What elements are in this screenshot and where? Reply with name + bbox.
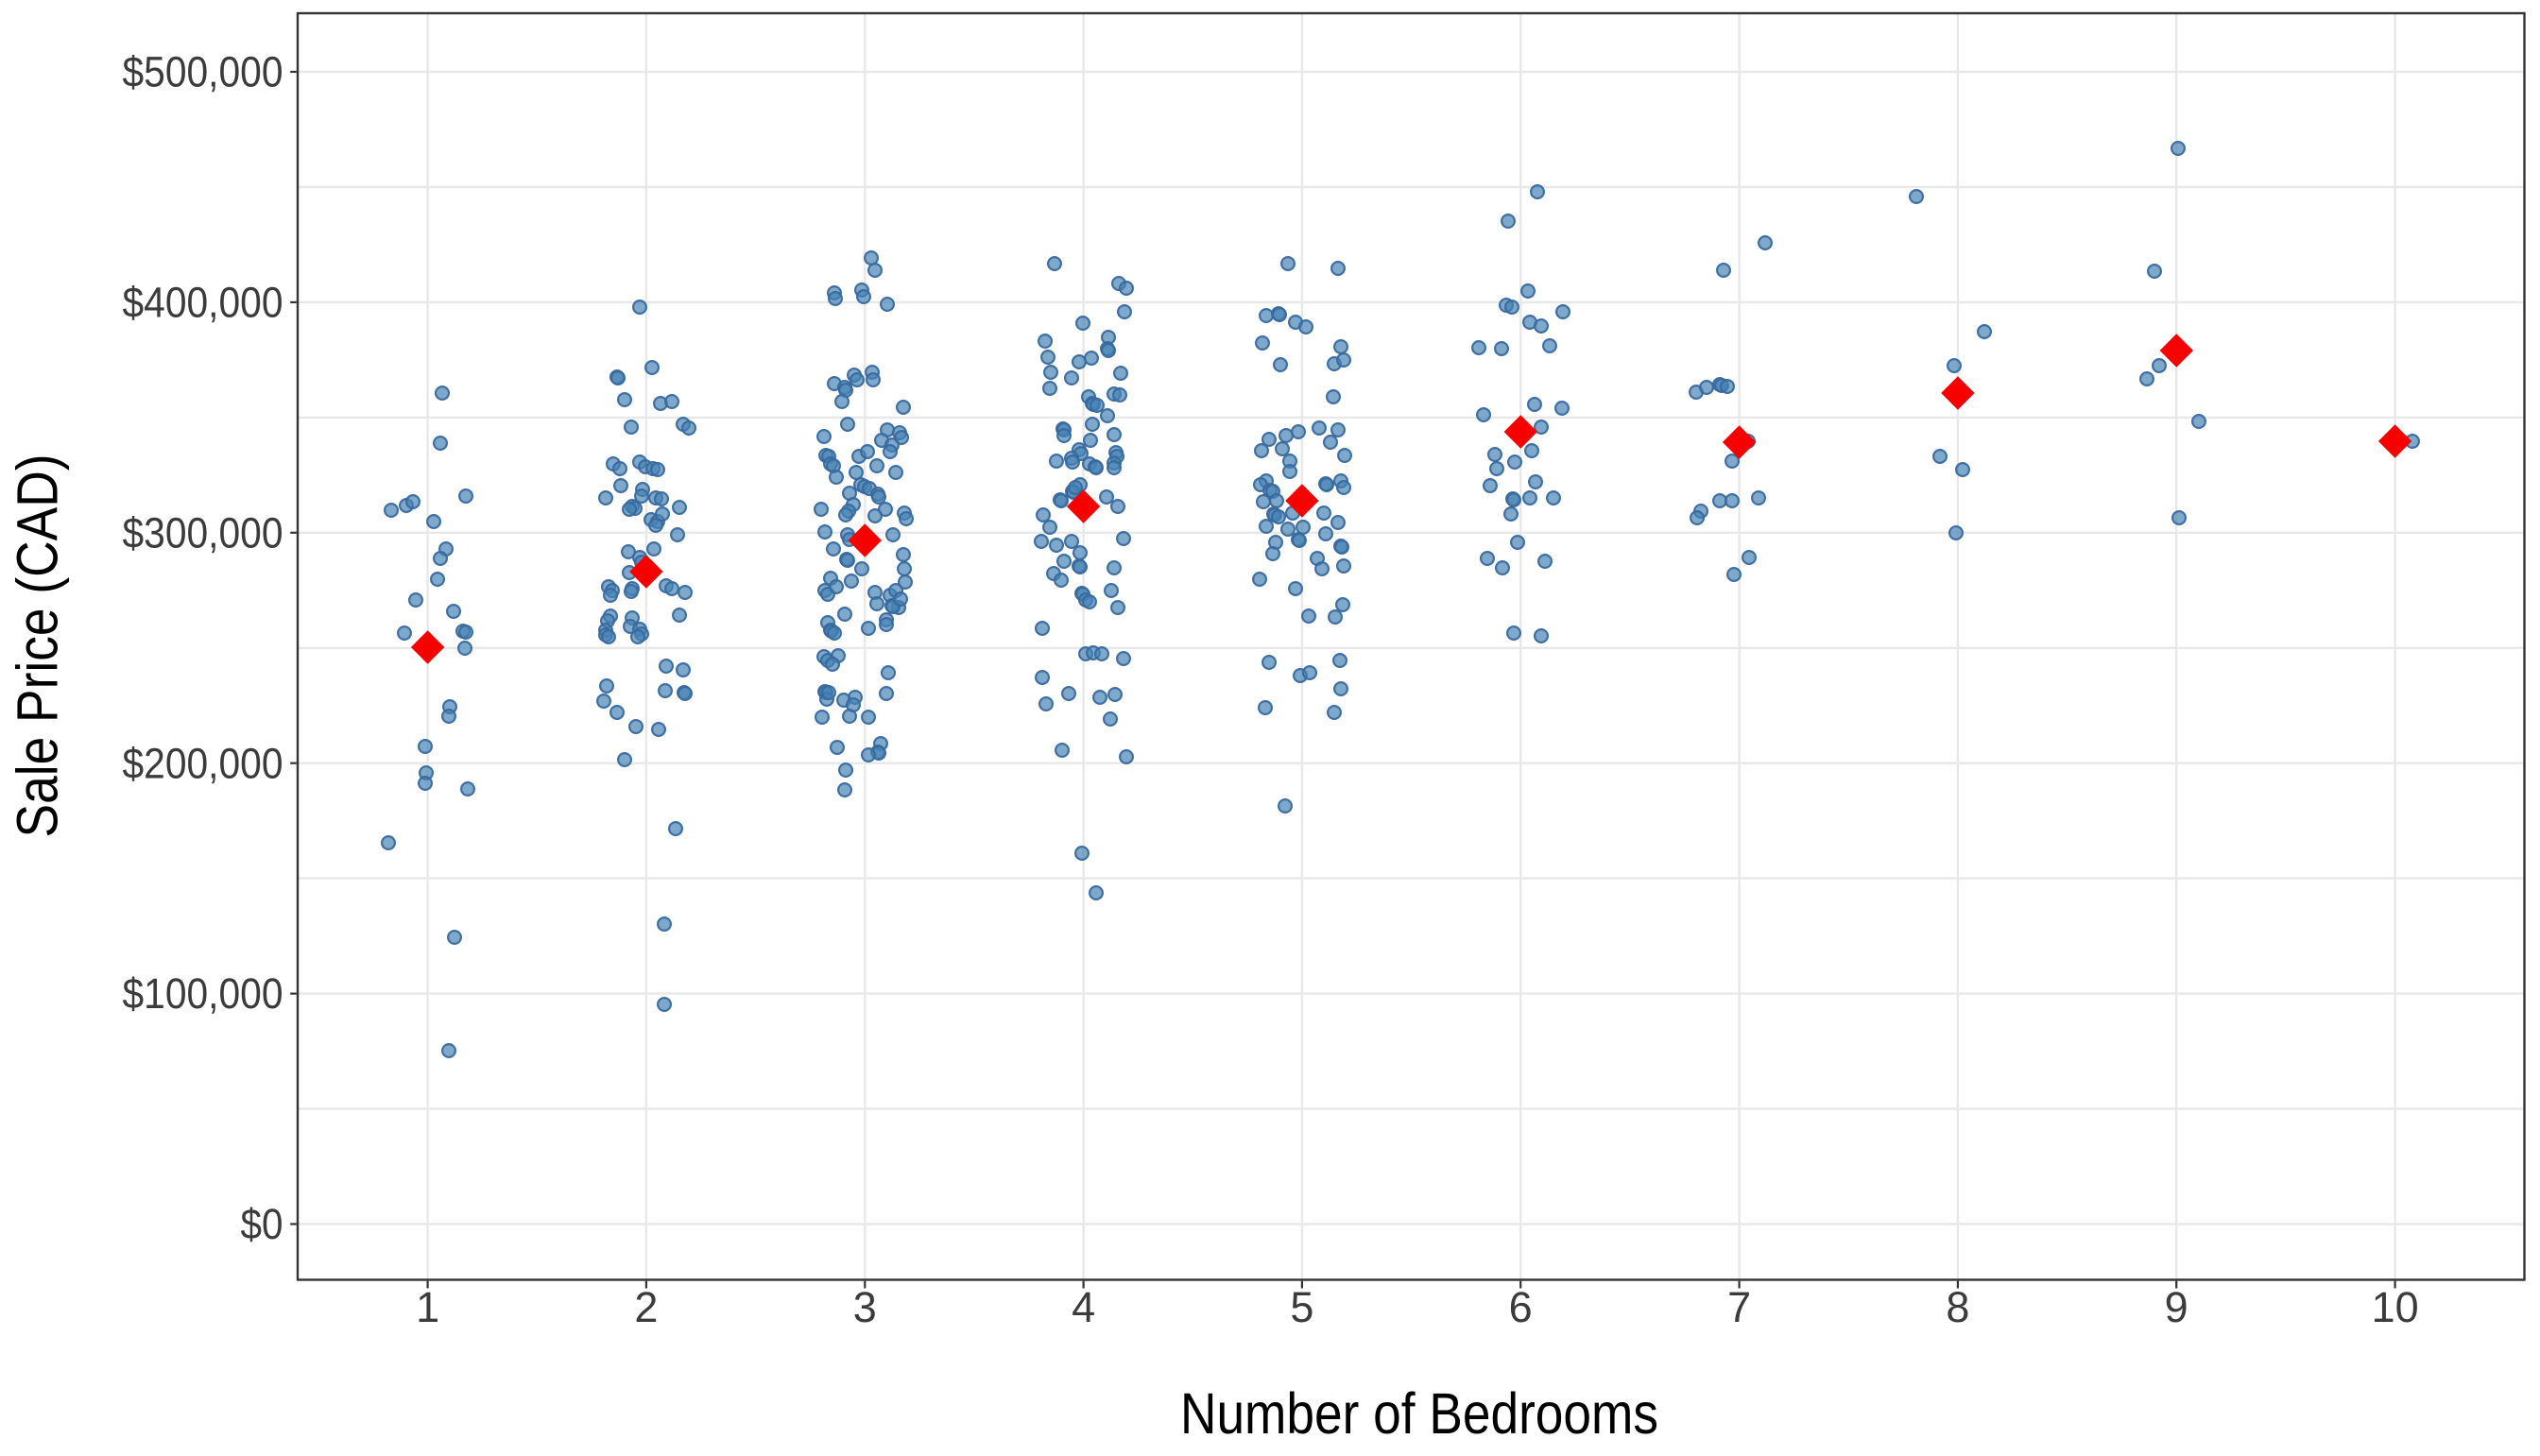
svg-text:$300,000: $300,000 [123,508,283,557]
svg-text:8: 8 [1946,1283,1969,1331]
svg-text:7: 7 [1727,1283,1751,1331]
svg-text:6: 6 [1509,1283,1533,1331]
svg-text:5: 5 [1290,1283,1313,1331]
svg-text:9: 9 [2165,1283,2188,1331]
svg-text:Sale Price (CAD): Sale Price (CAD) [6,454,70,838]
svg-text:3: 3 [853,1283,877,1331]
svg-text:1: 1 [416,1283,439,1331]
svg-text:Number of Bedrooms: Number of Bedrooms [1180,1381,1658,1446]
svg-text:2: 2 [634,1283,658,1331]
svg-text:$500,000: $500,000 [123,48,283,96]
svg-text:$200,000: $200,000 [123,739,283,787]
svg-text:10: 10 [2372,1283,2419,1331]
svg-text:$400,000: $400,000 [123,279,283,327]
svg-text:4: 4 [1072,1283,1095,1331]
svg-text:$0: $0 [241,1200,283,1248]
svg-text:$100,000: $100,000 [123,969,283,1018]
